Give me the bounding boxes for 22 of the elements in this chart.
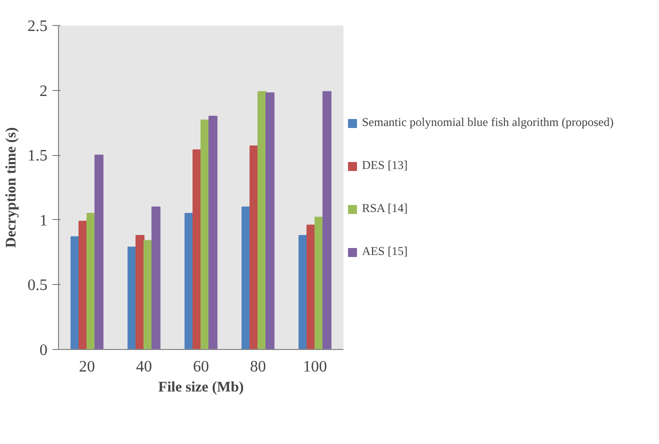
y-tick-label: 2.5: [28, 18, 48, 35]
legend-label: RSA [14]: [362, 201, 408, 216]
x-tick-label: 80: [250, 358, 266, 376]
x-tick-label: 40: [136, 358, 152, 376]
bar: [94, 154, 104, 350]
bar: [151, 206, 160, 350]
bar: [265, 92, 274, 350]
x-axis-title: File size (Mb): [158, 380, 244, 396]
y-tick-label: 1: [40, 212, 48, 230]
x-tick-label: 60: [193, 358, 209, 376]
y-tick-label: 0.5: [28, 277, 48, 294]
y-tick-label: 1.5: [28, 148, 48, 165]
bar: [322, 91, 332, 350]
x-tick-label: 100: [303, 358, 327, 376]
y-tick-label: 2: [40, 82, 48, 100]
x-tick-label: 20: [79, 358, 95, 376]
legend-label: AES [15]: [362, 244, 408, 259]
bar: [208, 116, 218, 350]
legend-label: DES [13]: [362, 158, 408, 173]
legend-label: Semantic polynomial blue fish algorithm (proposed): [362, 115, 614, 130]
y-axis-title: Decryption time (s): [4, 127, 20, 248]
y-tick-label: 0: [40, 342, 48, 359]
